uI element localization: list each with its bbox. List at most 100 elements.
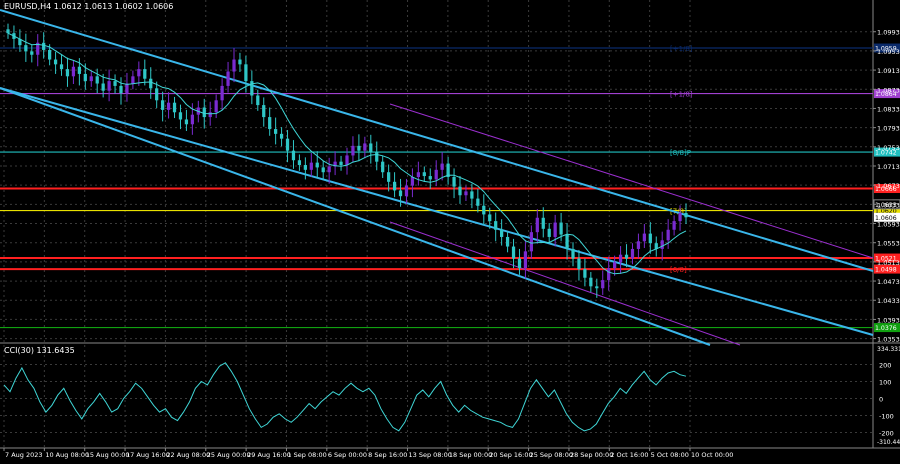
- level-label: [+1/8]: [670, 91, 693, 99]
- candle-body: [77, 66, 81, 74]
- candle-body: [285, 138, 290, 151]
- candle-body: [297, 160, 302, 166]
- candle-body: [256, 95, 260, 106]
- level-label: [+1/8]: [670, 45, 693, 53]
- candle-body: [184, 119, 189, 125]
- candle-body: [684, 212, 688, 218]
- candle-body: [642, 233, 646, 242]
- candle-body: [24, 45, 28, 52]
- candle-body: [143, 69, 147, 79]
- candle-body: [482, 205, 486, 215]
- candle-body: [95, 76, 99, 84]
- price-levels: 1.0959 [+1/8] 1.0864 [+1/8] 1.0742 [8/8]P 1.06…: [0, 43, 900, 333]
- time-tick-label: 2 Oct 16:00: [610, 451, 648, 459]
- time-tick-label: 25 Sep 08:00: [530, 451, 573, 459]
- price-tick-label: 1.0633: [877, 201, 900, 209]
- candle-body: [30, 51, 34, 55]
- price-tick-label: 1.0473: [877, 278, 900, 286]
- candle-body: [601, 280, 605, 289]
- time-tick-label: 25 Aug 00:00: [207, 451, 251, 459]
- moving-average: [7, 32, 687, 275]
- ma-line: [7, 32, 687, 275]
- candle-body: [208, 112, 212, 118]
- candle-body: [36, 42, 40, 55]
- time-tick-label: 7 Aug 2023: [5, 451, 43, 459]
- candle-body: [149, 78, 153, 89]
- level-price-label: 1.0498: [875, 267, 897, 274]
- candle-body: [119, 85, 123, 94]
- candle-body: [630, 248, 635, 259]
- level-price-box: [874, 147, 900, 157]
- candle-body: [303, 165, 307, 170]
- candle-body: [446, 163, 450, 178]
- price-tick-label: 1.0433: [877, 297, 900, 305]
- candle-body: [279, 133, 284, 139]
- candle-body: [214, 100, 218, 113]
- time-tick-label: 18 Sep 00:00: [449, 451, 492, 459]
- candle-body: [155, 88, 159, 101]
- last-price-box: [874, 212, 900, 222]
- candle-body: [589, 277, 593, 287]
- candle-body: [345, 155, 349, 166]
- cci-tick-label: 0: [879, 396, 883, 404]
- candles: [6, 23, 688, 298]
- candle-body: [369, 143, 373, 153]
- candle-body: [517, 258, 522, 269]
- candle-body: [636, 241, 641, 249]
- candle-body: [250, 81, 254, 96]
- price-tick-label: 1.0753: [877, 144, 900, 152]
- candle-body: [42, 42, 46, 50]
- candle-body: [470, 191, 474, 199]
- candle-body: [511, 246, 516, 259]
- candle-body: [89, 76, 93, 82]
- candle-body: [232, 59, 236, 72]
- candle-body: [327, 166, 331, 173]
- time-tick-label: 20 Sep 16:00: [489, 451, 532, 459]
- candle-body: [666, 229, 670, 241]
- candle-body: [571, 248, 575, 259]
- candle-body: [226, 71, 230, 86]
- time-tick-label: 8 Sep 16:00: [368, 451, 407, 459]
- candle-body: [375, 152, 379, 162]
- price-axis: 1.0993 1.0953 1.0913 1.0873 1.0833 1.0793 1.07…: [873, 29, 900, 344]
- candle-body: [577, 258, 581, 270]
- candle-body: [428, 176, 432, 180]
- candle-body: [398, 190, 403, 197]
- candle-body: [553, 222, 557, 237]
- price-tick-label: 1.0353: [877, 336, 900, 344]
- price-tick-label: 1.0673: [877, 182, 900, 190]
- candle-body: [452, 177, 456, 187]
- level-price-label: 1.0864: [875, 91, 897, 98]
- candle-body: [321, 167, 325, 173]
- candle-body: [190, 114, 194, 125]
- time-tick-label: 29 Aug 16:00: [247, 451, 291, 459]
- symbol-info: EURUSD,H4 1.0612 1.0613 1.0602 1.0606: [4, 2, 174, 11]
- candle-body: [53, 59, 58, 65]
- price-tick-label: 1.0793: [877, 125, 900, 133]
- time-tick-label: 22 Aug 08:00: [166, 451, 210, 459]
- candle-body: [565, 234, 569, 249]
- cci-tick-label: 200: [879, 362, 891, 370]
- price-tick-label: 1.0713: [877, 163, 900, 171]
- candle-body: [500, 229, 504, 237]
- candle-body: [648, 233, 652, 244]
- candle-body: [339, 161, 343, 166]
- candle-body: [488, 214, 492, 222]
- candle-body: [505, 236, 510, 247]
- level-label: [8/8]P: [670, 149, 691, 157]
- candle-body: [464, 191, 468, 196]
- candle-body: [595, 286, 599, 289]
- candle-body: [613, 262, 617, 269]
- candle-body: [220, 85, 224, 101]
- cci-box-bottom: -310.4449: [877, 439, 900, 446]
- candle-body: [363, 143, 367, 151]
- candle-body: [529, 232, 533, 252]
- candle-body: [18, 38, 22, 46]
- channel-line: [389, 103, 874, 259]
- level-price-label: 1.0666: [875, 186, 897, 193]
- level-price-label: 1.0620: [875, 208, 897, 215]
- candle-body: [172, 102, 177, 113]
